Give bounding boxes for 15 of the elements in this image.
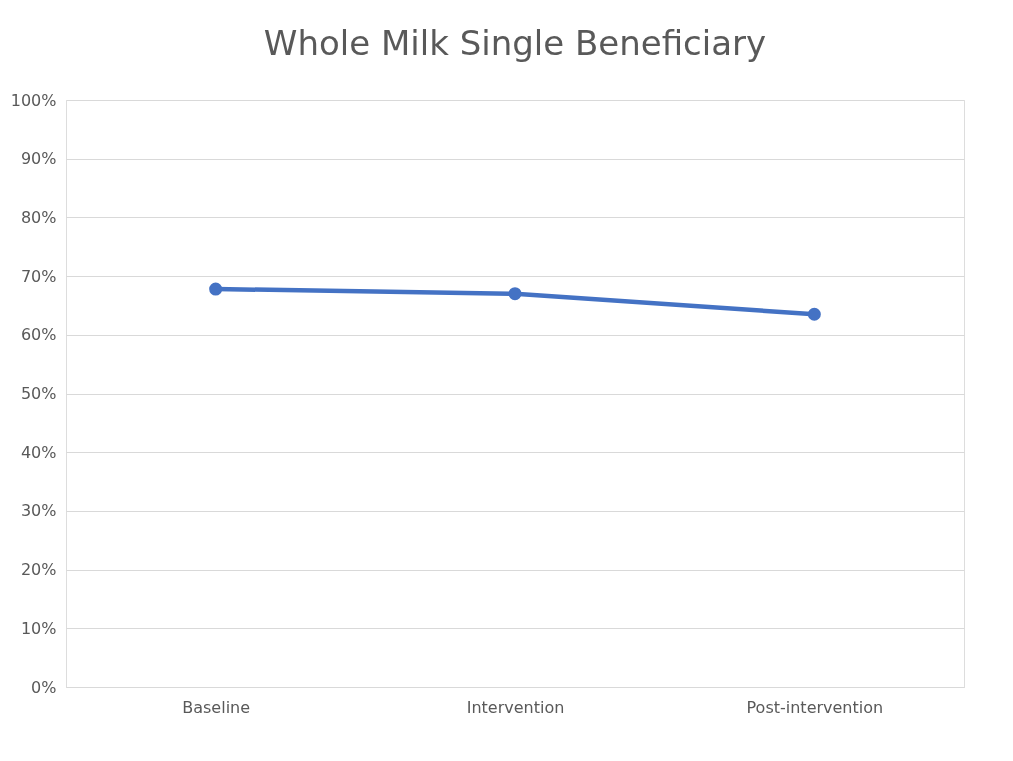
y-tick-label: 30%: [20, 501, 57, 521]
y-tick-label: 0%: [31, 677, 57, 697]
y-tick-label: 50%: [20, 384, 57, 403]
x-tick-label: Post-intervention: [746, 697, 884, 717]
y-tick-label: 40%: [20, 442, 57, 462]
y-tick-label: 10%: [20, 618, 57, 638]
y-tick-label: 60%: [20, 325, 57, 345]
y-tick-label: 90%: [20, 149, 57, 169]
chart-title: Whole Milk Single Beneficiary: [263, 23, 767, 63]
x-tick-label: Intervention: [466, 697, 565, 717]
y-tick-label: 70%: [20, 266, 57, 286]
y-tick-label: 20%: [20, 560, 57, 580]
x-tick-label: Baseline: [182, 697, 251, 717]
y-tick-label: 80%: [20, 207, 57, 227]
y-tick-label: 100%: [10, 90, 57, 110]
